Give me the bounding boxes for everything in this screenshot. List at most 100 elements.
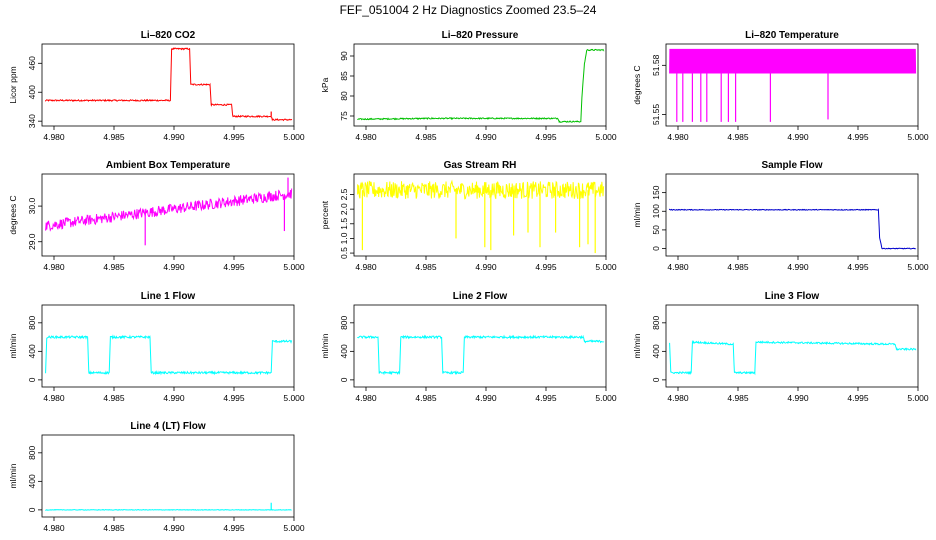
series-group [357,334,605,376]
y-axis-label: ml/min [632,202,642,227]
y-tick-label: 800 [27,315,37,329]
chart-box_temp: Ambient Box Temperature 4.980 4.985 4.990 4.… [8,160,305,272]
y-tick-label: 1.0 [339,232,349,244]
figure-title: FEF_051004 2 Hz Diagnostics Zoomed 23.5–… [340,3,597,17]
chart-line2: Line 2 Flow 4.980 4.985 4.990 4.995 5.000 0 400… [320,291,617,403]
y-axis-label: ml/min [8,463,18,488]
series-line [669,339,917,376]
series-line [45,188,293,232]
x-tick-label: 5.000 [283,523,305,533]
y-axis-label: kPa [320,77,330,92]
series-line [669,208,917,250]
series-group [45,502,292,511]
x-tick-label: 4.990 [163,523,185,533]
x-tick-label: 5.000 [907,262,929,272]
series-group [669,208,917,250]
x-tick-label: 4.995 [535,393,557,403]
y-tick-label: 29.0 [27,233,37,250]
x-tick-label: 4.980 [355,393,377,403]
x-tick-label: 4.985 [727,262,749,272]
x-tick-label: 4.980 [355,132,377,142]
chart-sample_flow: Sample Flow 4.980 4.985 4.990 4.995 5.000 0 50 1… [632,160,929,272]
y-tick-label: 90 [339,51,349,61]
series-group [45,177,293,246]
series-group [669,48,917,122]
x-tick-label: 4.980 [667,393,689,403]
chart-line3: Line 3 Flow 4.980 4.985 4.990 4.995 5.000 0 400… [632,291,929,403]
chart-title: Line 4 (LT) Flow [130,421,206,432]
y-tick-label: 0 [27,377,37,382]
y-axis-label: percent [320,200,330,229]
x-tick-label: 4.980 [43,132,65,142]
x-tick-label: 4.985 [103,393,125,403]
x-tick-label: 5.000 [595,262,617,272]
y-tick-label: 0 [651,377,661,382]
y-axis-label: degrees C [8,195,18,234]
plot-frame [353,304,607,388]
y-axis-label: degrees C [632,65,642,104]
y-axis-label: ml/min [632,333,642,358]
x-tick-label: 4.995 [535,132,557,142]
x-tick-label: 4.990 [787,262,809,272]
plot-frame [665,43,919,127]
chart-temperature: Li–820 Temperature 4.980 4.985 4.990 4.995 5.… [632,30,929,142]
y-tick-label: 2.0 [339,203,349,215]
y-tick-label: 30.0 [27,198,37,215]
series-group [357,179,605,254]
x-tick-label: 4.990 [787,393,809,403]
y-tick-label: 400 [27,474,37,488]
y-axis-label: Licor ppm [8,66,18,103]
y-tick-label: 1.5 [339,218,349,230]
x-tick-label: 4.985 [103,523,125,533]
chart-panels: Li–820 CO2 4.980 4.985 4.990 4.995 5.000 340 40… [8,30,929,533]
x-tick-label: 4.990 [163,132,185,142]
x-tick-label: 4.985 [415,262,437,272]
x-tick-label: 4.985 [415,132,437,142]
x-tick-label: 4.985 [415,393,437,403]
x-tick-label: 4.990 [475,262,497,272]
plot-frame [41,173,295,257]
x-tick-label: 4.995 [847,393,869,403]
y-tick-label: 340 [27,114,37,128]
y-tick-label: 800 [339,315,349,329]
series-line [669,48,917,74]
series-line [45,508,292,511]
series-line [357,48,605,124]
chart-title: Line 2 Flow [453,291,508,302]
chart-title: Sample Flow [761,160,822,171]
series-group [357,48,605,124]
x-tick-label: 5.000 [907,393,929,403]
series-group [669,339,917,376]
x-tick-label: 4.980 [43,262,65,272]
x-tick-label: 5.000 [283,262,305,272]
chart-title: Line 1 Flow [141,291,196,302]
x-tick-label: 4.980 [43,523,65,533]
series-group [45,334,293,376]
x-tick-label: 5.000 [595,393,617,403]
chart-title: Ambient Box Temperature [106,160,231,171]
y-tick-label: 0 [339,377,349,382]
y-tick-label: 400 [27,85,37,99]
chart-co2: Li–820 CO2 4.980 4.985 4.990 4.995 5.000 340 40… [8,30,305,142]
chart-rh: Gas Stream RH 4.980 4.985 4.990 4.995 5.000 0.… [320,160,617,272]
x-tick-label: 4.980 [667,262,689,272]
series-line [357,334,605,376]
y-tick-label: 51.58 [651,54,661,76]
chart-line4: Line 4 (LT) Flow 4.980 4.985 4.990 4.995 5.00… [8,421,305,533]
x-tick-label: 4.995 [223,523,245,533]
chart-title: Li–820 Pressure [442,30,519,41]
x-tick-label: 4.990 [163,262,185,272]
x-tick-label: 5.000 [283,132,305,142]
chart-title: Gas Stream RH [444,160,517,171]
y-tick-label: 100 [651,204,661,218]
chart-title: Li–820 CO2 [141,30,196,41]
y-tick-label: 800 [651,315,661,329]
y-tick-label: 460 [27,56,37,70]
plot-frame [41,43,295,127]
y-tick-label: 0 [651,246,661,251]
x-tick-label: 5.000 [595,132,617,142]
x-tick-label: 4.995 [535,262,557,272]
y-tick-label: 150 [651,185,661,199]
y-tick-label: 2.5 [339,188,349,200]
